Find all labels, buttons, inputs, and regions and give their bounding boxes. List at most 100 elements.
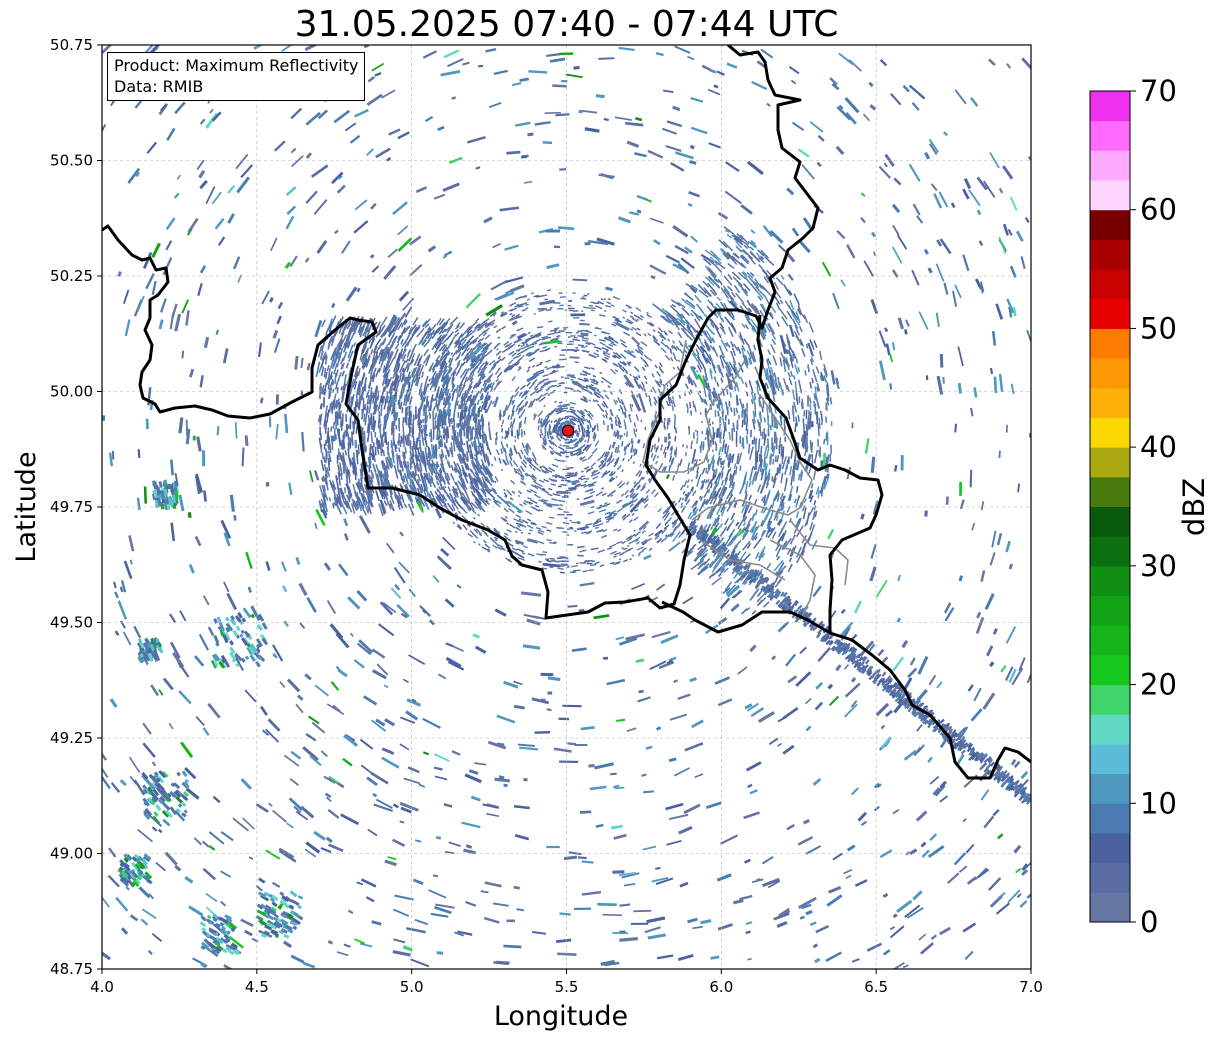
echo-cell xyxy=(474,414,478,428)
echo-cell xyxy=(513,467,518,474)
echo-cell xyxy=(434,412,438,420)
echo-cell xyxy=(569,452,573,455)
echo-cell xyxy=(557,446,565,451)
echo-cell xyxy=(331,480,337,490)
echo-cell xyxy=(649,358,653,362)
echo-cell xyxy=(508,507,515,514)
echo-cell xyxy=(412,343,418,351)
echo-cell xyxy=(471,509,477,515)
echo-cell xyxy=(797,367,800,373)
echo-cell xyxy=(533,493,541,499)
echo-cell xyxy=(397,433,401,444)
echo-cell xyxy=(511,376,516,382)
echo-cell xyxy=(363,484,368,494)
echo-cell xyxy=(338,403,342,412)
echo-cell xyxy=(318,500,323,508)
echo-cell xyxy=(366,394,370,405)
echo-cell xyxy=(473,436,478,449)
echo-cell xyxy=(401,367,405,373)
echo-cell xyxy=(476,459,483,470)
echo-cell xyxy=(517,367,522,372)
echo-cell xyxy=(455,482,460,491)
echo-cell xyxy=(443,429,446,440)
echo-cell xyxy=(380,437,383,445)
echo-cell xyxy=(603,451,608,458)
echo-cell xyxy=(506,489,513,496)
echo-cell xyxy=(544,347,551,352)
echo-cell xyxy=(531,292,534,295)
echo-cell xyxy=(549,370,557,375)
echo-cell xyxy=(624,382,629,386)
echo-cell xyxy=(433,381,437,386)
echo-cell xyxy=(462,471,469,484)
echo-cell xyxy=(667,417,670,425)
echo-cell xyxy=(438,323,447,335)
echo-cell xyxy=(592,378,599,384)
echo-cell xyxy=(367,501,372,515)
echo-cell xyxy=(544,366,548,369)
echo-cell xyxy=(538,309,545,313)
echo-cell xyxy=(488,379,492,384)
echo-cell xyxy=(508,350,515,356)
echo-cell xyxy=(541,498,549,502)
echo-cell xyxy=(549,439,553,445)
echo-cell xyxy=(363,358,368,367)
echo-cell xyxy=(608,470,614,477)
echo-cell xyxy=(607,385,611,389)
echo-cell xyxy=(796,485,799,493)
echo-cell xyxy=(521,552,526,555)
echo-cell xyxy=(534,466,541,472)
echo-cell xyxy=(592,302,600,305)
echo-cell xyxy=(410,329,417,340)
echo-cell xyxy=(637,484,641,489)
echo-cell xyxy=(583,495,592,500)
echo-cell xyxy=(613,512,616,515)
echo-cell xyxy=(529,400,533,405)
echo-cell xyxy=(460,403,465,412)
echo-cell xyxy=(325,326,330,335)
echo-cell xyxy=(427,383,430,387)
echo-cell xyxy=(520,461,527,468)
echo-cell xyxy=(610,423,613,427)
echo-cell xyxy=(550,483,556,486)
echo-cell xyxy=(563,405,568,408)
echo-cell xyxy=(627,458,631,462)
echo-cell xyxy=(621,469,624,473)
echo-cell xyxy=(446,376,452,384)
echo-cell xyxy=(405,396,409,403)
echo-cell xyxy=(424,323,430,329)
echo-cell xyxy=(536,553,543,556)
echo-cell xyxy=(356,481,362,495)
echo-cell xyxy=(468,473,475,484)
echo-cell xyxy=(813,505,817,511)
echo-cell xyxy=(451,485,459,498)
echo-cell xyxy=(633,516,639,522)
echo-cell xyxy=(482,450,487,463)
echo-cell xyxy=(449,472,455,482)
echo-cell xyxy=(711,421,714,425)
echo-cell xyxy=(388,320,395,334)
echo-cell xyxy=(412,472,419,486)
echo-cell xyxy=(593,471,601,476)
echo-cell xyxy=(369,343,374,349)
echo-cell xyxy=(468,373,475,381)
echo-cell xyxy=(526,381,531,387)
echo-cell xyxy=(395,412,399,421)
echo-cell xyxy=(687,470,690,475)
echo-cell xyxy=(626,537,633,542)
echo-cell xyxy=(657,330,663,336)
echo-cell xyxy=(581,531,588,534)
echo-cell xyxy=(436,951,444,955)
echo-cell xyxy=(726,389,729,395)
echo-cell xyxy=(510,333,515,337)
echo-cell xyxy=(529,488,538,494)
echo-cell xyxy=(560,431,565,437)
echo-cell xyxy=(673,345,678,350)
echo-cell xyxy=(672,352,677,358)
echo-cell xyxy=(601,403,606,408)
echo-cell xyxy=(483,383,491,393)
echo-cell xyxy=(636,344,644,350)
echo-cell xyxy=(696,370,699,373)
echo-cell xyxy=(585,523,593,527)
echo-cell xyxy=(549,450,555,455)
